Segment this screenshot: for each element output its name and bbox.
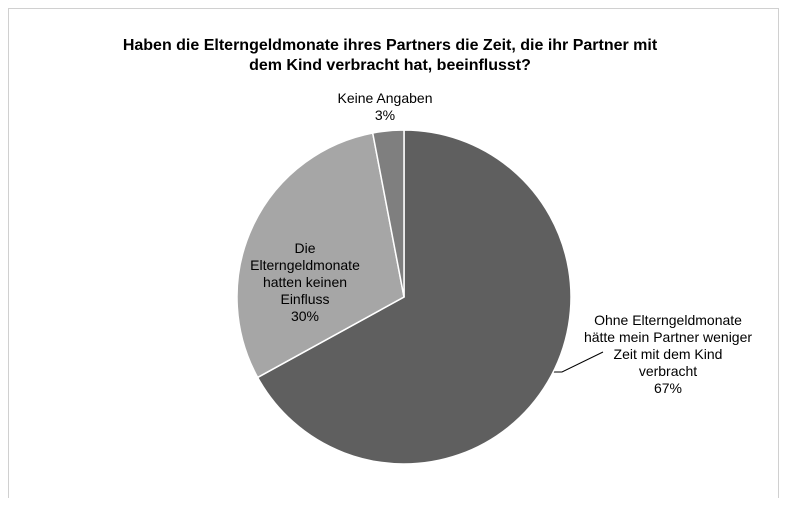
slice-label: Keine Angaben 3% <box>300 90 470 124</box>
slice-label: Ohne Elterngeldmonate hätte mein Partner… <box>583 312 753 397</box>
pie-slice <box>236 132 405 379</box>
category-label: Die Elterngeldmonate hatten keinen Einfl… <box>250 240 360 307</box>
value-label: 30% <box>290 308 320 324</box>
category-label: Keine Angaben <box>337 90 433 106</box>
value-label: 67% <box>653 380 683 396</box>
value-label: 3% <box>374 107 396 123</box>
pie-slice <box>371 129 405 298</box>
chart-title: Haben die Elterngeldmonate ihres Partner… <box>122 37 658 74</box>
pie-slice <box>256 129 572 465</box>
slice-label: Die Elterngeldmonate hatten keinen Einfl… <box>240 240 370 325</box>
category-label: Ohne Elterngeldmonate hätte mein Partner… <box>583 312 753 379</box>
